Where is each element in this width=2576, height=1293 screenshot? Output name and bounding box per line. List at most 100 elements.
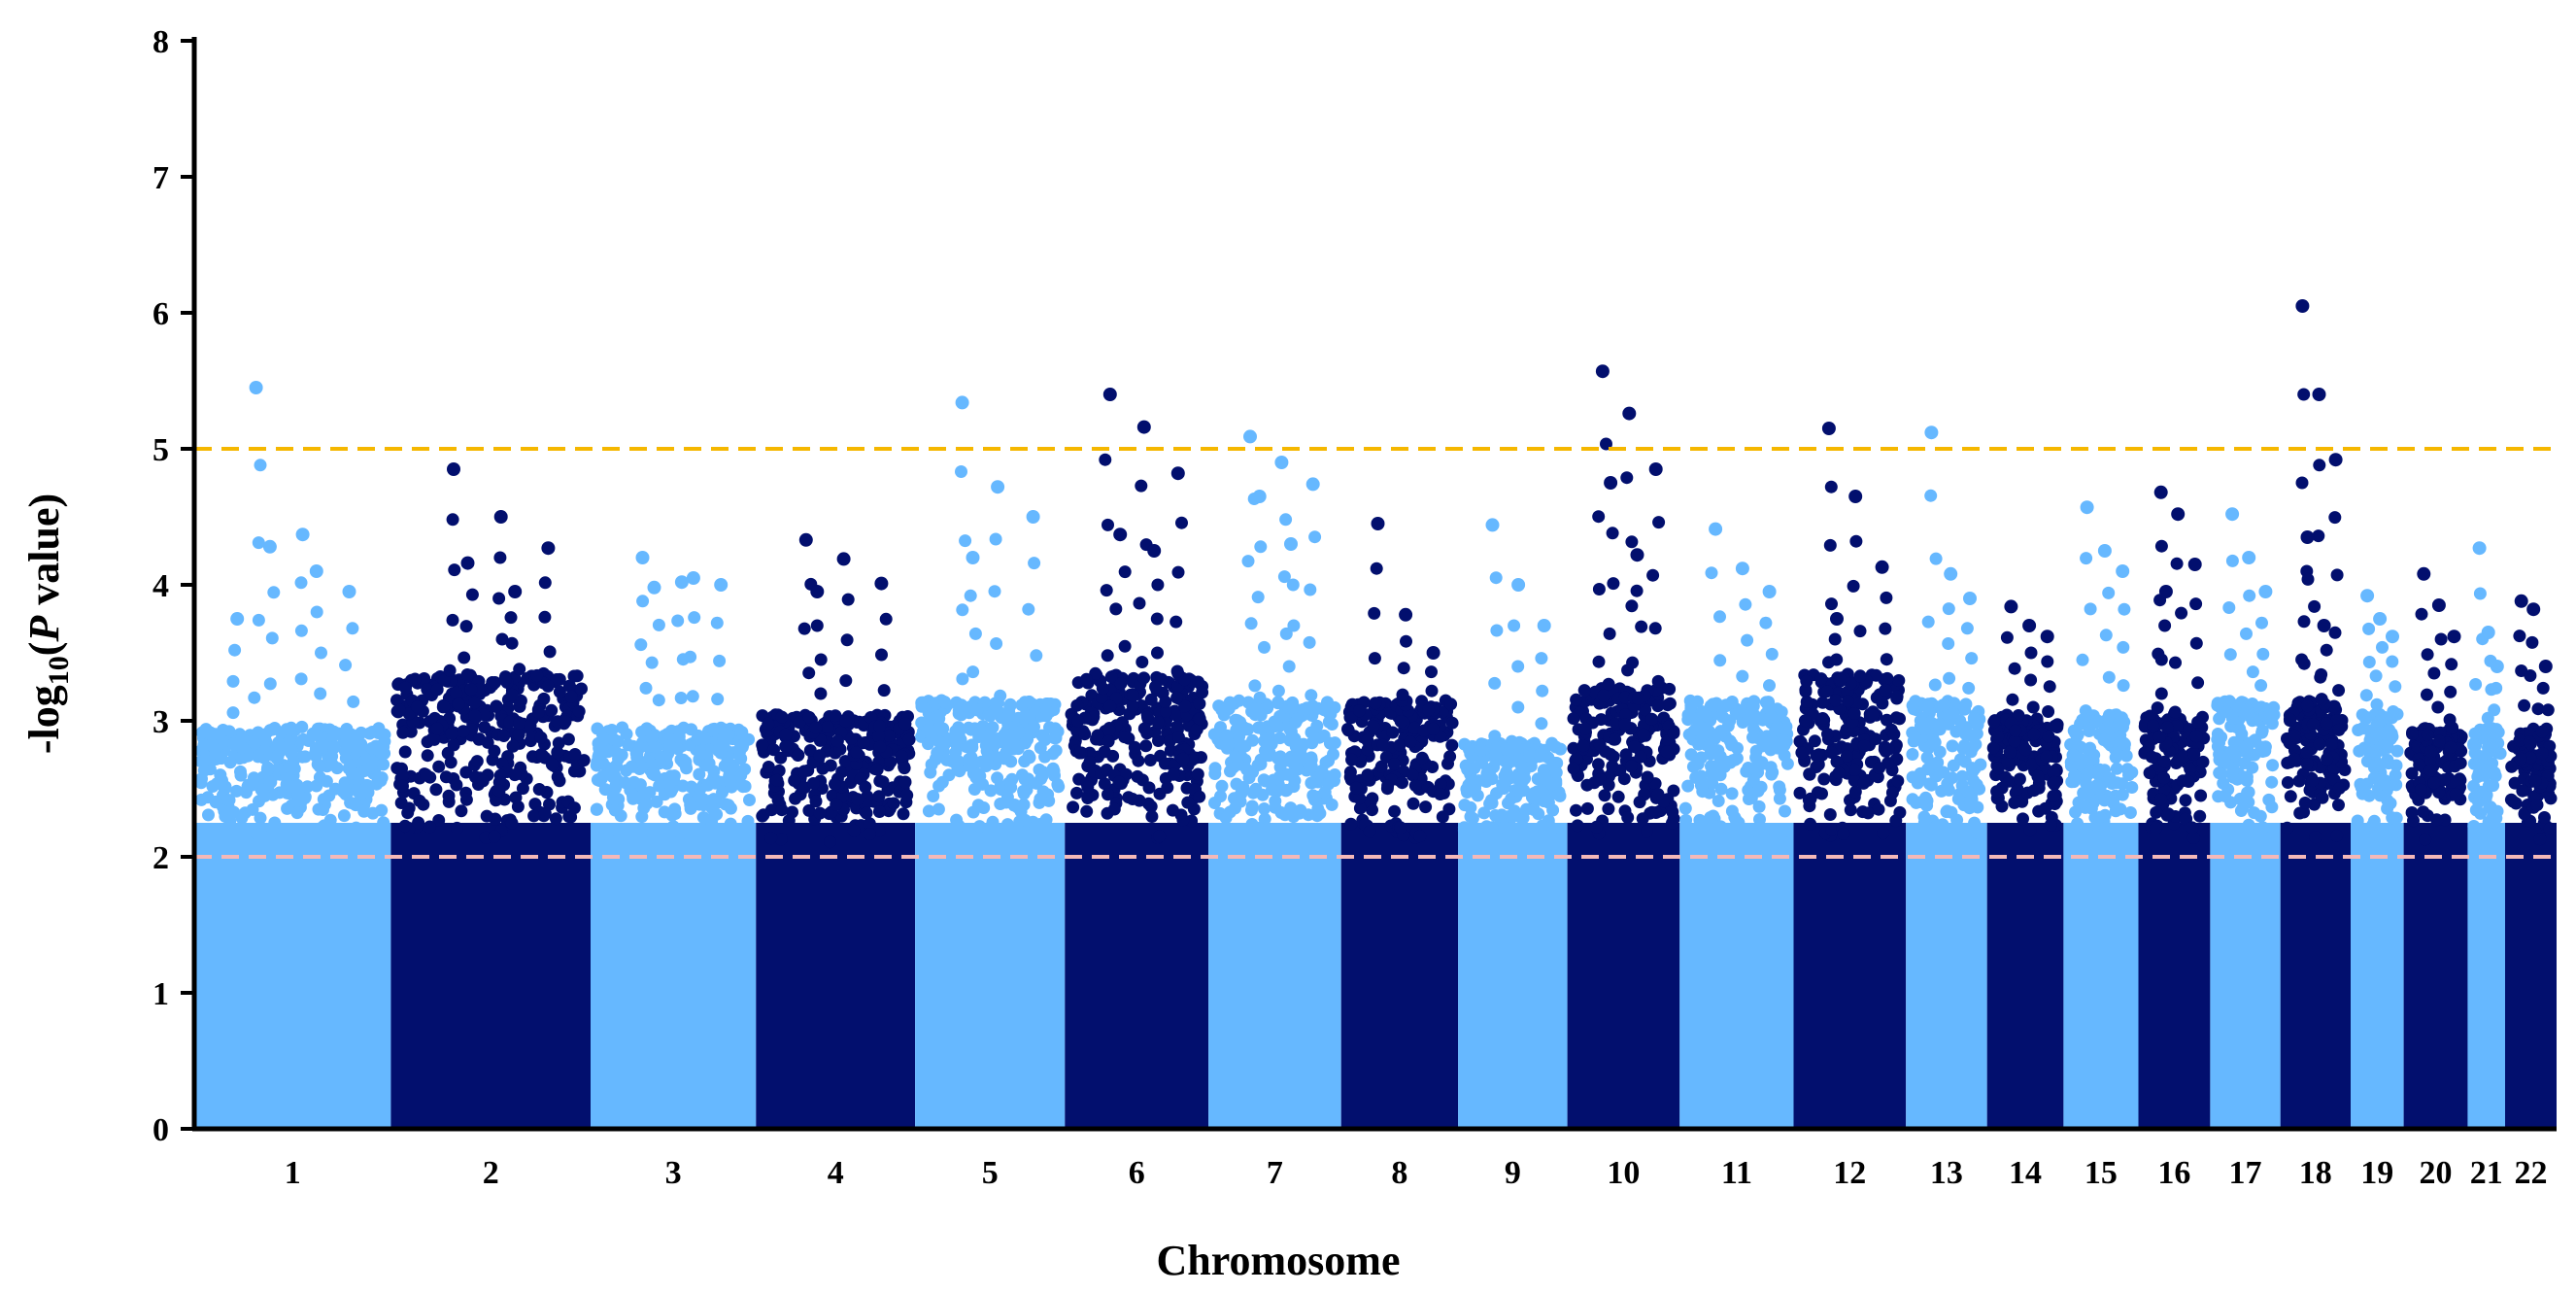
- snp-point: [2234, 804, 2248, 817]
- snp-point: [1341, 723, 1354, 735]
- snp-point: [1267, 773, 1280, 787]
- snp-point: [2490, 725, 2503, 738]
- snp-point: [2332, 782, 2346, 795]
- snp-point: [1251, 591, 1265, 604]
- snp-point: [1258, 802, 1271, 815]
- snp-point: [938, 696, 952, 709]
- snp-point: [1857, 776, 1870, 790]
- snp-point: [2413, 758, 2426, 771]
- snp-point: [788, 774, 801, 787]
- snp-point: [2490, 811, 2503, 825]
- snp-point: [1619, 708, 1632, 722]
- snp-point: [1942, 783, 1955, 797]
- snp-point: [1646, 568, 1660, 582]
- snp-point: [2316, 791, 2329, 804]
- snp-point: [1881, 671, 1894, 685]
- snp-point: [693, 767, 706, 781]
- snp-point: [902, 732, 916, 746]
- snp-point: [1841, 695, 1854, 708]
- snp-point: [1741, 633, 1754, 647]
- snp-point: [620, 728, 633, 741]
- peak-snp-point: [2040, 629, 2054, 644]
- snp-point: [1808, 734, 1821, 748]
- snp-point: [1284, 725, 1298, 738]
- snp-point: [1880, 591, 1893, 604]
- snp-point: [2143, 766, 2156, 780]
- snp-point: [377, 816, 390, 830]
- snp-point: [327, 741, 341, 755]
- snp-point: [793, 716, 806, 730]
- snp-point: [1879, 683, 1892, 697]
- snp-point: [1325, 737, 1339, 750]
- y-tick-label: 3: [153, 704, 169, 740]
- snp-point: [2255, 616, 2268, 629]
- snp-point: [1303, 635, 1316, 649]
- snp-point: [459, 766, 473, 779]
- snp-point: [2008, 734, 2021, 748]
- snp-point: [1396, 776, 1408, 790]
- snp-point: [2321, 752, 2334, 766]
- snp-point: [492, 784, 506, 798]
- chromosome-14-dense-points: [1986, 823, 2064, 1129]
- snp-point: [1508, 619, 1521, 632]
- snp-point: [2281, 821, 2294, 834]
- snp-point: [1603, 627, 1616, 640]
- chromosome-22-points: [2504, 594, 2558, 1129]
- snp-point: [1233, 730, 1246, 743]
- chromosome-1-points: [194, 381, 391, 1129]
- snp-point: [1488, 676, 1502, 690]
- snp-point: [2092, 766, 2106, 779]
- snp-point: [898, 760, 911, 773]
- chromosome-19-dense-points: [2351, 823, 2404, 1129]
- snp-point: [1266, 783, 1278, 797]
- snp-point: [2320, 643, 2333, 657]
- snp-point: [420, 767, 432, 781]
- snp-point: [1114, 677, 1128, 691]
- snp-point: [603, 824, 617, 837]
- snp-point: [949, 745, 963, 759]
- snp-point: [1815, 787, 1828, 800]
- snp-point: [1696, 785, 1710, 799]
- snp-point: [1237, 781, 1250, 794]
- snp-point: [734, 768, 748, 782]
- chromosome-12-dense-points: [1793, 823, 1907, 1129]
- snp-point: [2283, 712, 2296, 726]
- snp-point: [1277, 823, 1291, 836]
- snp-point: [450, 778, 463, 792]
- snp-point: [1369, 697, 1382, 710]
- snp-point: [1619, 748, 1633, 762]
- x-tick-label-chr-20: 20: [2420, 1155, 2453, 1191]
- snp-point: [1933, 745, 1947, 759]
- snp-point: [1908, 730, 1921, 743]
- snp-point: [1083, 756, 1097, 768]
- snp-point: [1947, 706, 1960, 720]
- y-tick-label: 1: [153, 976, 169, 1012]
- snp-point: [553, 685, 566, 698]
- snp-point: [1458, 799, 1472, 812]
- snp-point: [1779, 734, 1792, 748]
- snp-point: [1746, 699, 1760, 713]
- snp-point: [989, 532, 1002, 546]
- snp-point: [1277, 570, 1291, 584]
- snp-point: [1666, 816, 1678, 830]
- snp-point: [645, 731, 659, 744]
- snp-point: [2356, 722, 2369, 735]
- snp-point: [209, 796, 222, 809]
- snp-point: [1170, 664, 1184, 678]
- peak-snp-point: [2386, 629, 2399, 644]
- snp-point: [775, 803, 789, 817]
- snp-point: [360, 778, 374, 792]
- chromosome-18-dense-points: [2280, 823, 2351, 1129]
- peak-snp-point: [2312, 388, 2326, 401]
- snp-point: [950, 696, 964, 709]
- snp-point: [309, 728, 322, 741]
- snp-point: [2295, 476, 2309, 490]
- snp-point: [1630, 584, 1644, 597]
- snp-point: [1765, 767, 1779, 781]
- snp-point: [2443, 713, 2457, 727]
- snp-point: [2048, 775, 2061, 789]
- snp-point: [1816, 696, 1829, 709]
- snp-point: [872, 790, 886, 803]
- snp-point: [1857, 739, 1871, 753]
- snp-point: [1580, 801, 1594, 815]
